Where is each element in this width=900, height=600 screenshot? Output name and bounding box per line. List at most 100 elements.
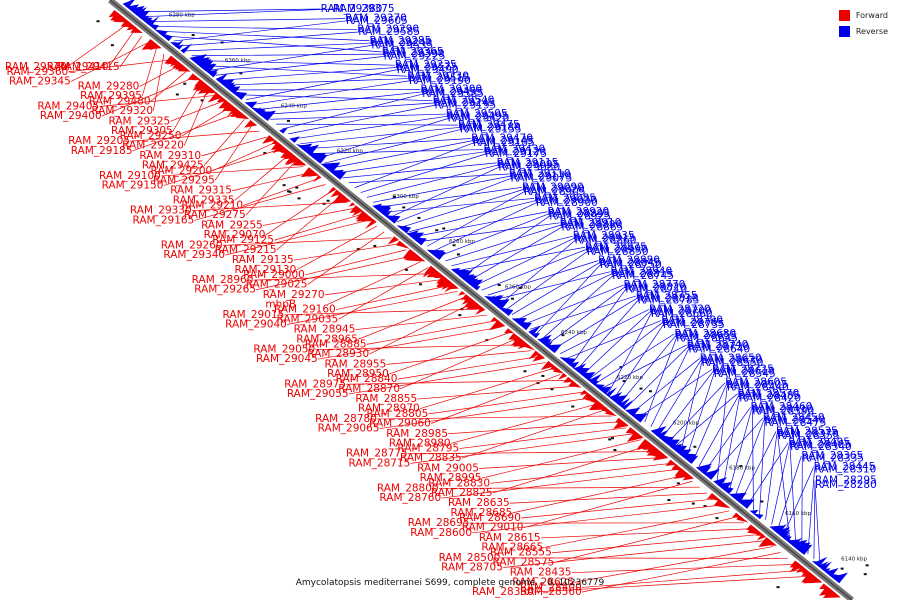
forward-gene-arrow <box>332 193 352 204</box>
reverse-gene-arrow <box>490 294 504 306</box>
reverse-gene-arrow <box>515 321 532 331</box>
gene-label: RAM_29380 <box>321 3 383 15</box>
gene-connector <box>185 42 371 52</box>
gene-connector <box>463 216 550 276</box>
forward-gene-arrow <box>510 336 524 347</box>
reverse-gene-arrow <box>180 43 193 54</box>
gene-label: RAM_28820 <box>624 281 686 293</box>
reverse-gene-arrow <box>399 225 408 231</box>
gene-connector <box>596 333 675 384</box>
gene-connector <box>584 311 651 374</box>
feature-marker <box>863 573 867 576</box>
gene-label: RAM_29375 <box>333 3 395 15</box>
gene-label: RAM_29020 <box>523 184 585 196</box>
forward-gene-arrow <box>426 268 445 278</box>
gene-label: RAM_29030 <box>535 195 597 207</box>
gene-label: RAM_28760 <box>379 492 441 504</box>
gene-label: RAM_28735 <box>663 319 725 331</box>
forward-gene-arrow <box>793 562 802 569</box>
reverse-gene-arrow <box>372 205 391 215</box>
axis-tick-label: 6160 kbp <box>785 511 811 517</box>
feature-marker <box>715 517 719 520</box>
gene-label: RAM_28825 <box>431 487 493 499</box>
reverse-gene-arrow <box>559 357 576 366</box>
gene-label: RAM_28765 <box>662 317 724 329</box>
gene-label: RAM_29255 <box>201 219 263 231</box>
gene-label: RAM_29230 <box>407 70 469 82</box>
gene-label: RAM_28845 <box>599 257 661 269</box>
reverse-gene-arrow <box>717 484 734 495</box>
gene-label: RAM_29470 <box>471 132 533 144</box>
gene-connector <box>608 313 652 393</box>
gene-connector <box>547 287 625 345</box>
gene-label: RAM_28680 <box>674 328 736 340</box>
reverse-gene-arrow <box>137 15 153 24</box>
gene-connector <box>493 271 611 301</box>
reverse-gene-arrow <box>679 454 695 464</box>
feature-marker <box>288 190 292 193</box>
gene-connector <box>417 385 576 400</box>
gene-connector <box>459 427 627 449</box>
reverse-gene-arrow <box>333 174 342 179</box>
gene-connector <box>179 31 359 47</box>
feature-marker <box>739 465 743 468</box>
reverse-gene-arrow <box>573 363 587 373</box>
gene-connector <box>108 29 135 68</box>
forward-gene-arrow <box>262 135 276 144</box>
feature-marker <box>297 197 301 200</box>
gene-connector <box>521 498 715 519</box>
forward-gene-arrow <box>749 526 760 533</box>
forward-gene-arrow <box>713 498 731 509</box>
gene-label: RAM_28555 <box>490 547 552 559</box>
gene-label: RAM_28485 <box>738 390 800 402</box>
gene-connector <box>710 417 764 477</box>
gene-label: RAM_29160 <box>274 304 336 316</box>
gene-connector <box>421 222 560 242</box>
feature-marker <box>703 505 707 508</box>
forward-gene-arrow <box>563 376 575 383</box>
gene-connector <box>662 371 714 437</box>
gene-connector <box>511 262 600 315</box>
feature-marker <box>287 190 291 193</box>
gene-connector <box>306 138 472 149</box>
gene-connector <box>304 249 407 276</box>
gene-connector <box>650 349 689 428</box>
gene-label: RAM_28550 <box>702 357 764 369</box>
gene-label: RAM_29390 <box>383 48 445 60</box>
forward-gene-arrow <box>395 240 411 250</box>
gene-connector <box>209 45 372 71</box>
gene-connector <box>656 360 701 433</box>
gene-connector <box>197 60 395 66</box>
gene-connector <box>481 439 642 479</box>
gene-connector <box>132 112 238 152</box>
gene-connector <box>535 264 601 335</box>
gene-label: RAM_29400 <box>40 110 102 122</box>
forward-gene-arrow <box>806 573 823 583</box>
forward-gene-arrow <box>195 81 210 92</box>
gene-label: RAM_29570 <box>5 61 67 73</box>
gene-label: RAM_28910 <box>560 217 622 229</box>
gene-label: RAM_28785 <box>638 295 700 307</box>
gene-connector <box>789 447 797 545</box>
feature-marker <box>326 199 330 202</box>
gene-connector <box>150 71 187 102</box>
gene-label: RAM_28640 <box>688 344 750 356</box>
forward-gene-arrow <box>552 367 565 374</box>
gene-connector <box>571 289 626 364</box>
forward-gene-arrow <box>682 473 694 481</box>
gene-connector <box>457 246 586 272</box>
gene-label: RAM_29145 <box>472 135 534 147</box>
axis-tick-label: 6280 kbp <box>449 239 475 245</box>
feature-marker <box>648 390 652 393</box>
gene-label: RAM_28830 <box>428 477 490 489</box>
gene-label: RAM_28855 <box>355 393 417 405</box>
gene-label: RAM_29015 <box>223 309 285 321</box>
reverse-gene-arrow <box>279 127 288 134</box>
gene-connector <box>172 83 201 132</box>
gene-connector <box>152 53 165 112</box>
gene-label: RAM_29480 <box>89 95 151 107</box>
gene-label: RAM_29095 <box>497 159 559 171</box>
gene-label: RAM_29455 <box>421 86 483 98</box>
feature-marker <box>263 152 267 155</box>
